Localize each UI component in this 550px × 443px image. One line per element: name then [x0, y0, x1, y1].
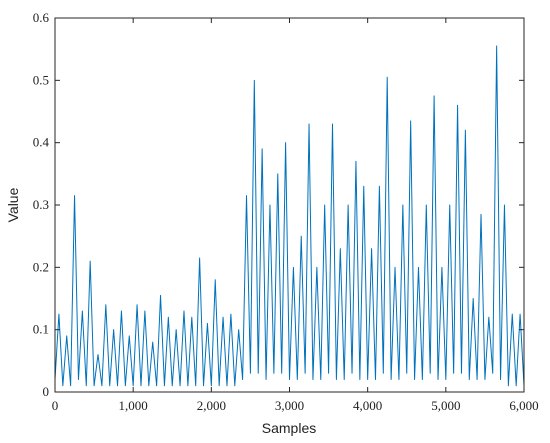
plot-frame: [54, 17, 525, 393]
x-tick-label: 2,000: [197, 398, 226, 413]
y-tick-label: 0: [43, 384, 50, 399]
y-tick-label: 0.4: [33, 135, 50, 150]
y-axis-label: Value: [5, 187, 21, 222]
data-line: [54, 45, 525, 387]
x-tick-label: 3,000: [275, 398, 304, 413]
y-tick-label: 0.1: [33, 322, 49, 337]
y-tick-label: 0.2: [33, 259, 49, 274]
x-tick-label: 5,000: [431, 398, 460, 413]
x-tick-label: 0: [52, 398, 59, 413]
x-tick-label: 6,000: [509, 398, 538, 413]
x-tick-label: 4,000: [353, 398, 382, 413]
y-tick-label: 0.6: [33, 10, 50, 25]
x-axis-label: Samples: [262, 420, 316, 436]
y-tick-label: 0.3: [33, 197, 49, 212]
y-tick-label: 0.5: [33, 72, 49, 87]
x-tick-label: 1,000: [119, 398, 148, 413]
